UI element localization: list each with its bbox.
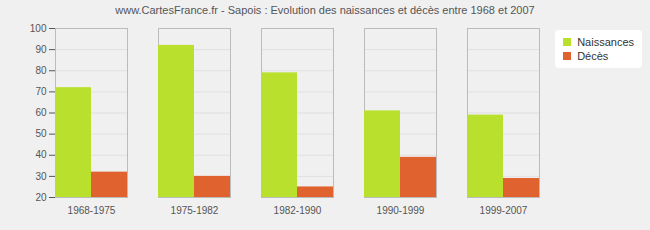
svg-text:90: 90 [35, 44, 47, 55]
svg-text:50: 50 [35, 128, 47, 139]
svg-text:70: 70 [35, 86, 47, 97]
svg-text:1968-1975: 1968-1975 [68, 205, 116, 216]
svg-text:1982-1990: 1982-1990 [274, 205, 322, 216]
svg-text:100: 100 [30, 23, 47, 34]
svg-text:30: 30 [35, 171, 47, 182]
svg-text:1990-1999: 1990-1999 [377, 205, 425, 216]
html-text:www.CartesFrance.fr - Sapois :: www.CartesFrance.fr - Sapois : Evolution… [115, 4, 535, 16]
svg-text:80: 80 [35, 65, 47, 76]
svg-text:60: 60 [35, 107, 47, 118]
html-text:Naissances: Naissances [577, 36, 634, 48]
svg-text:1975-1982: 1975-1982 [171, 205, 219, 216]
html-text:Décès: Décès [577, 50, 609, 62]
svg-text:20: 20 [35, 192, 47, 203]
svg-text:1999-2007: 1999-2007 [480, 205, 528, 216]
svg-text:40: 40 [35, 149, 47, 160]
